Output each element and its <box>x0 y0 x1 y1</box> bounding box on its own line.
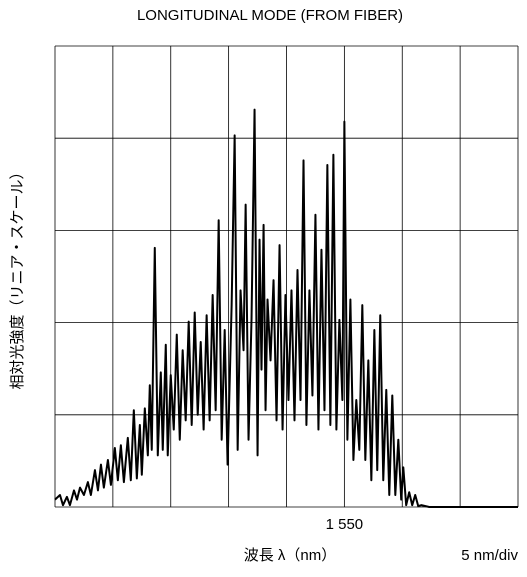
x-tick-label: 1 550 <box>326 516 364 533</box>
x-axis-label: 波長 λ（nm） <box>244 547 337 564</box>
scale-note: 5 nm/div <box>461 547 518 564</box>
spectrum-line <box>54 108 518 508</box>
y-axis-label: 相対光強度（リニア・スケール） <box>9 164 26 389</box>
chart-title: LONGITUDINAL MODE (FROM FIBER) <box>137 7 403 24</box>
